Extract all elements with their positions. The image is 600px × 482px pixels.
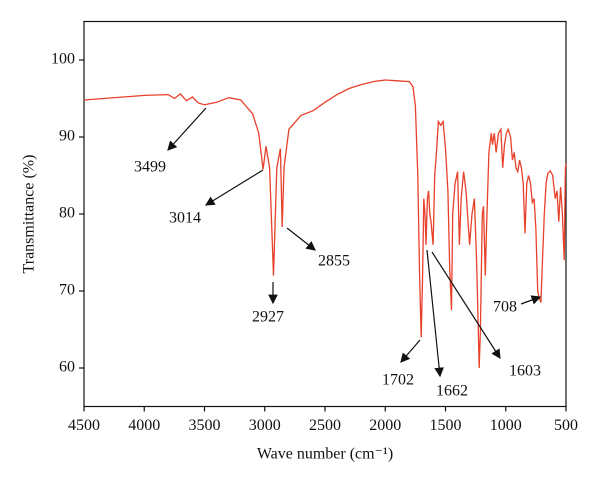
annotation-label: 3499 bbox=[134, 159, 166, 176]
annotation-label: 1702 bbox=[382, 372, 414, 389]
y-tick-label: 80 bbox=[59, 205, 75, 222]
annotation-arrow bbox=[431, 251, 501, 360]
annotation-arrow bbox=[400, 339, 421, 363]
annotation-arrow bbox=[426, 249, 444, 378]
x-tick-label: 2000 bbox=[369, 417, 401, 434]
annotation-label: 1662 bbox=[436, 383, 468, 400]
y-tick-label: 90 bbox=[59, 128, 75, 145]
y-tick-label: 70 bbox=[59, 282, 75, 299]
annotation-label: 3014 bbox=[169, 210, 201, 227]
annotation-label: 1603 bbox=[509, 363, 541, 380]
y-tick-label: 60 bbox=[59, 359, 75, 376]
annotation-label: 2927 bbox=[252, 309, 284, 326]
x-tick-label: 1000 bbox=[490, 417, 522, 434]
x-tick-label: 3000 bbox=[249, 417, 281, 434]
annotation-label: 2855 bbox=[318, 253, 350, 270]
y-axis-label: Transmittance (%) bbox=[21, 155, 38, 274]
x-tick-label: 3500 bbox=[189, 417, 221, 434]
annotation-arrow bbox=[520, 295, 542, 305]
x-tick-label: 1500 bbox=[430, 417, 462, 434]
annotation-arrow bbox=[204, 169, 264, 206]
x-tick-label: 4000 bbox=[128, 417, 160, 434]
annotation-arrow bbox=[286, 227, 316, 251]
x-tick-label: 2500 bbox=[309, 417, 341, 434]
y-tick-label: 100 bbox=[51, 51, 75, 68]
annotation-label: 708 bbox=[493, 299, 517, 316]
x-tick-label: 4500 bbox=[68, 417, 100, 434]
x-axis-label: Wave number (cm⁻¹) bbox=[257, 446, 393, 463]
annotation-arrow bbox=[167, 107, 207, 151]
spectrum-line bbox=[83, 79, 567, 369]
x-tick-label: 500 bbox=[554, 417, 578, 434]
